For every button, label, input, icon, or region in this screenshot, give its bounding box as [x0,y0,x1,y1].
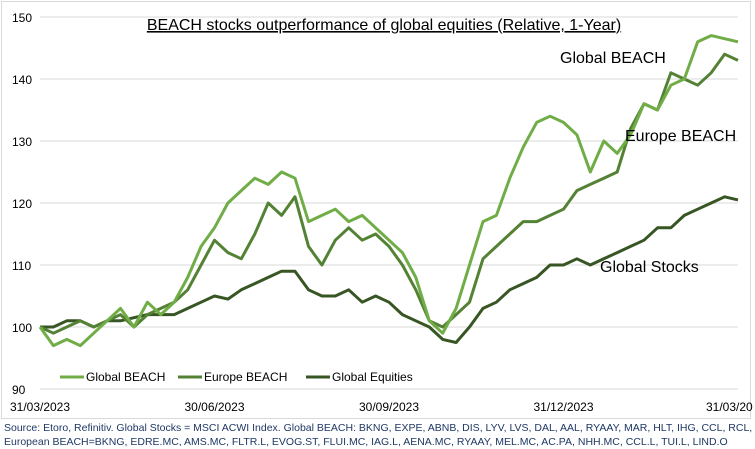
x-tick-label: 31/03/2023 [10,400,70,414]
chart-frame [1,1,751,419]
y-tick-label: 140 [12,73,32,87]
annotation-global-stocks: Global Stocks [600,259,699,276]
legend-label: Global Equities [332,370,413,384]
y-tick-label: 100 [12,321,32,335]
annotation-europe-beach: Europe BEACH [625,128,736,145]
chart-title: BEACH stocks outperformance of global eq… [147,17,621,34]
legend-label: Europe BEACH [204,370,287,384]
legend-label: Global BEACH [86,370,165,384]
source-note-line1: Source: Etoro, Refinitiv. Global Stocks … [4,422,755,434]
series-line-global-equities [40,195,739,344]
x-tick-label: 30/06/2023 [184,400,244,414]
y-tick-label: 90 [12,383,26,397]
series-line-global-beach [38,34,739,348]
annotation-global-beach: Global BEACH [560,50,666,67]
legend: Global BEACH Europe BEACH Global Equities [60,370,413,384]
x-tick-label: 31/12/2023 [533,400,593,414]
series-line-europe-beach [39,52,739,335]
x-tick-label: 30/09/2023 [359,400,419,414]
source-note-line2: European BEACH=BKNG, EDRE.MC, AMS.MC, FL… [4,436,728,448]
x-tick-label: 31/03/20 [706,400,753,414]
y-tick-label: 120 [12,197,32,211]
y-tick-label: 110 [12,259,31,273]
y-tick-label: 130 [12,135,32,149]
line-chart: 90 100 110 120 130 140 150 31/03/2023 30/06/202… [10,11,753,414]
y-tick-label: 150 [12,11,32,25]
